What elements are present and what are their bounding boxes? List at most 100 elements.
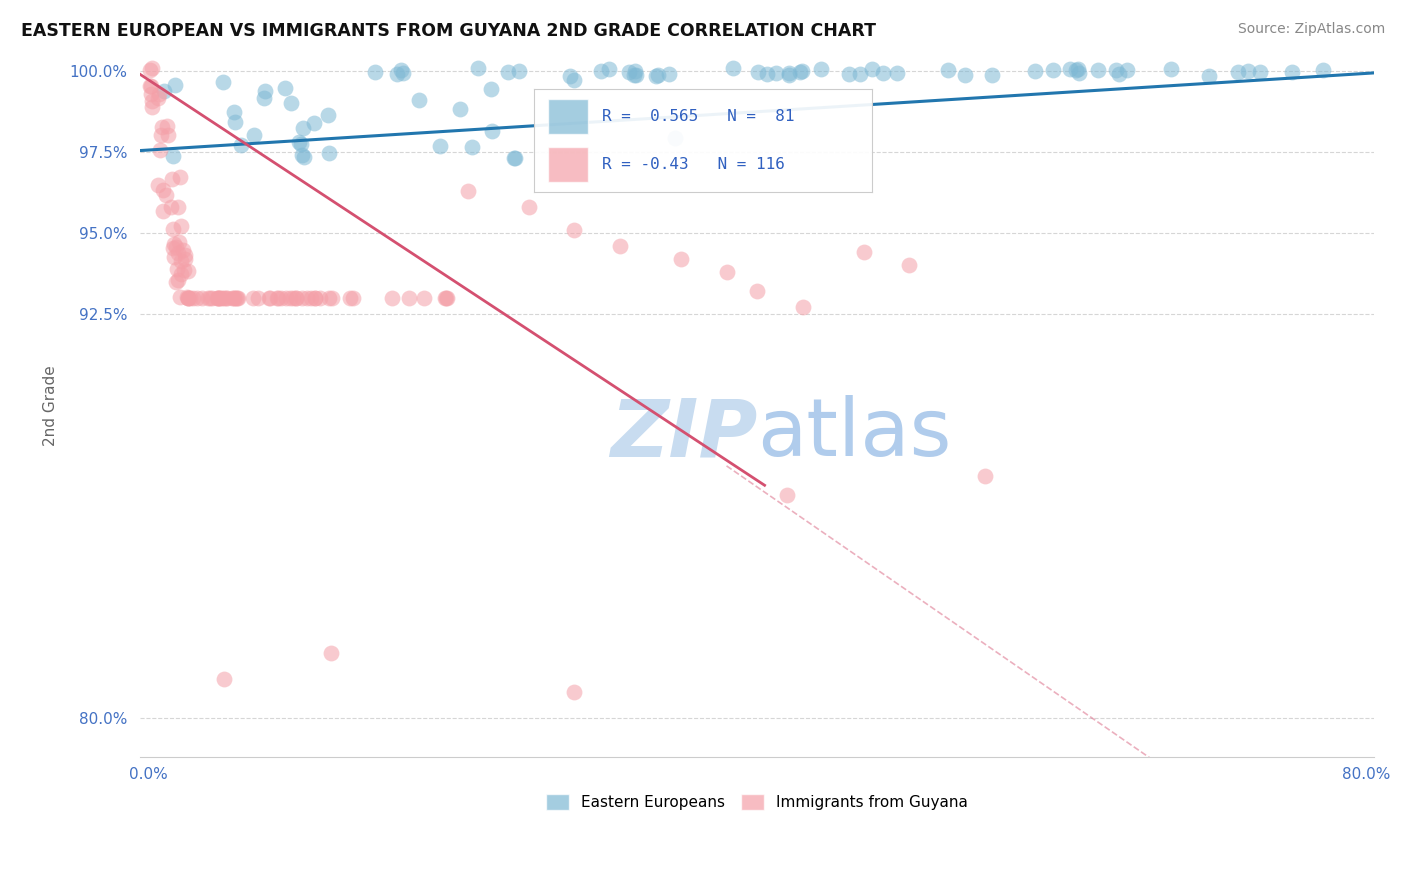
- Point: [176, 290, 198, 304]
- Point: [177, 291, 200, 305]
- Point: [181, 291, 204, 305]
- Point: [1066, 62, 1088, 77]
- Point: [207, 291, 229, 305]
- Point: [316, 107, 339, 121]
- Point: [186, 291, 208, 305]
- Text: R = -0.43   N = 116: R = -0.43 N = 116: [602, 157, 785, 171]
- Point: [449, 102, 471, 116]
- Point: [148, 178, 170, 193]
- Point: [936, 63, 959, 78]
- Point: [436, 291, 458, 305]
- Point: [292, 150, 315, 164]
- Text: atlas: atlas: [756, 395, 952, 473]
- Point: [169, 290, 191, 304]
- Point: [898, 258, 921, 272]
- Point: [776, 488, 799, 502]
- Point: [624, 69, 647, 83]
- Point: [197, 291, 219, 305]
- Point: [198, 291, 221, 305]
- Point: [1312, 63, 1334, 78]
- Point: [169, 170, 191, 185]
- Point: [139, 79, 162, 94]
- Point: [226, 291, 249, 305]
- Point: [208, 291, 231, 305]
- Point: [645, 69, 668, 83]
- Point: [1059, 62, 1081, 76]
- Point: [658, 67, 681, 81]
- Point: [156, 119, 179, 133]
- Point: [165, 275, 187, 289]
- Point: [247, 291, 270, 305]
- Point: [225, 291, 247, 305]
- Point: [1116, 62, 1139, 77]
- Point: [253, 91, 276, 105]
- Point: [167, 200, 190, 214]
- Point: [172, 244, 194, 258]
- Point: [789, 65, 811, 79]
- Point: [225, 291, 247, 305]
- Point: [141, 100, 163, 114]
- Point: [170, 267, 193, 281]
- Point: [723, 62, 745, 76]
- Point: [429, 139, 451, 153]
- Point: [167, 273, 190, 287]
- Point: [162, 148, 184, 162]
- Point: [162, 236, 184, 251]
- Point: [1024, 63, 1046, 78]
- Point: [872, 66, 894, 80]
- Point: [242, 291, 264, 305]
- Point: [257, 291, 280, 305]
- Point: [166, 262, 188, 277]
- Point: [319, 647, 342, 661]
- Point: [150, 120, 173, 135]
- Point: [457, 184, 479, 198]
- Point: [284, 291, 307, 305]
- Point: [765, 66, 787, 80]
- Point: [860, 62, 883, 77]
- Point: [755, 67, 778, 81]
- Point: [302, 116, 325, 130]
- Point: [339, 291, 361, 305]
- Point: [224, 291, 246, 305]
- Point: [1160, 62, 1182, 76]
- Point: [214, 291, 236, 305]
- Point: [165, 240, 187, 254]
- Point: [207, 291, 229, 305]
- Point: [481, 124, 503, 138]
- Point: [609, 239, 631, 253]
- Point: [191, 291, 214, 305]
- Point: [141, 95, 163, 109]
- Point: [146, 91, 169, 105]
- Point: [886, 66, 908, 80]
- Point: [778, 66, 800, 80]
- Point: [387, 67, 409, 81]
- Point: [953, 68, 976, 82]
- Text: Source: ZipAtlas.com: Source: ZipAtlas.com: [1237, 22, 1385, 37]
- Point: [139, 87, 162, 102]
- Point: [558, 69, 581, 83]
- Point: [669, 252, 692, 266]
- Point: [139, 62, 162, 77]
- Point: [212, 673, 235, 687]
- Point: [215, 291, 238, 305]
- Point: [664, 131, 686, 145]
- Point: [212, 291, 235, 305]
- Point: [508, 64, 530, 78]
- Point: [318, 291, 340, 305]
- Bar: [548, 146, 588, 181]
- Point: [222, 105, 245, 120]
- Point: [467, 62, 489, 76]
- Point: [745, 284, 768, 298]
- Point: [173, 252, 195, 267]
- Point: [623, 68, 645, 82]
- Point: [1226, 65, 1249, 79]
- Point: [167, 235, 190, 249]
- Point: [266, 291, 288, 305]
- Point: [166, 245, 188, 260]
- Point: [1281, 65, 1303, 79]
- Point: [747, 65, 769, 79]
- Point: [149, 143, 172, 157]
- Point: [284, 291, 307, 305]
- Point: [517, 200, 540, 214]
- Point: [617, 65, 640, 79]
